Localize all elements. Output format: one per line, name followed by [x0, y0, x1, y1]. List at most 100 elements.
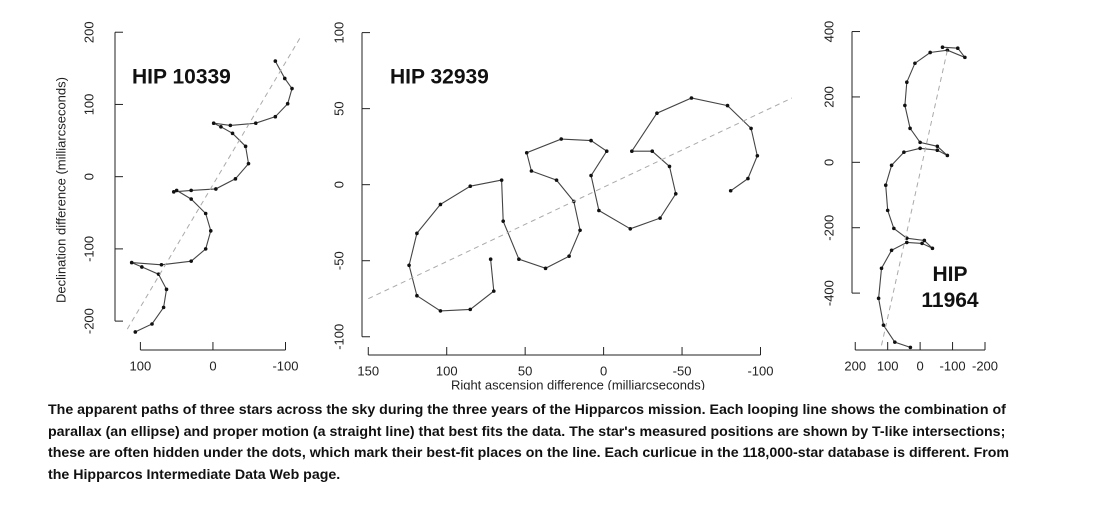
position-dot	[468, 307, 473, 312]
position-dot	[578, 228, 582, 233]
position-dot	[689, 96, 694, 100]
position-dot	[725, 103, 730, 108]
position-dot	[438, 202, 443, 207]
position-dot	[161, 305, 166, 310]
position-dot	[468, 184, 473, 188]
y-tick-label: 0	[331, 181, 346, 188]
position-dot	[150, 322, 154, 326]
position-dot	[945, 48, 950, 52]
proper-motion-line	[881, 50, 948, 346]
position-dot	[273, 114, 278, 119]
position-dot	[171, 190, 176, 194]
position-dot	[881, 323, 886, 327]
position-dot	[628, 226, 633, 231]
position-dot	[930, 246, 935, 251]
position-dot	[889, 163, 894, 168]
position-dot	[407, 263, 411, 268]
position-dot	[491, 289, 496, 293]
position-dot	[650, 149, 655, 154]
position-dot	[488, 257, 493, 261]
x-tick-label: 200	[844, 358, 866, 373]
position-dot	[963, 55, 967, 60]
position-dot	[935, 148, 940, 153]
position-dot	[655, 111, 659, 116]
position-dot	[922, 238, 927, 243]
position-dot	[174, 188, 179, 193]
position-dot	[517, 257, 521, 261]
position-dot	[230, 131, 235, 136]
position-dot	[129, 260, 134, 265]
position-dot	[905, 80, 909, 85]
y-tick-label: 200	[821, 86, 836, 108]
position-dot	[892, 226, 896, 231]
position-dot	[889, 248, 894, 253]
position-dot	[189, 259, 193, 263]
position-dot	[589, 173, 593, 178]
x-tick-label: 50	[518, 363, 532, 378]
position-dot	[918, 140, 922, 145]
y-tick-label: 200	[81, 21, 96, 43]
position-dot	[438, 309, 443, 313]
position-dot	[940, 45, 945, 50]
y-tick-label: 100	[81, 94, 96, 116]
position-dot	[285, 101, 290, 106]
position-dot	[918, 146, 922, 151]
position-dot	[501, 219, 505, 223]
y-tick-label: -50	[331, 251, 346, 270]
position-dot	[604, 149, 609, 154]
x-tick-label: 100	[877, 358, 899, 373]
y-tick-label: -100	[331, 324, 346, 350]
position-dot	[755, 153, 760, 158]
x-tick-label: 150	[357, 363, 379, 378]
position-dot	[559, 137, 564, 141]
x-tick-label: -100	[272, 358, 298, 373]
y-axis-label: Declination difference (milliarcseconds)	[53, 77, 68, 303]
position-dot	[133, 330, 138, 334]
x-tick-label: 0	[209, 358, 216, 373]
position-dot	[253, 121, 258, 126]
x-tick-label: -200	[972, 358, 998, 373]
x-axis-label: Right ascension difference (milliarcseco…	[451, 377, 705, 390]
position-dot	[203, 247, 208, 251]
position-dot	[905, 240, 909, 245]
position-dot	[246, 161, 251, 166]
position-dot	[883, 183, 888, 188]
position-dot	[902, 150, 906, 154]
position-dot	[543, 266, 548, 271]
position-dot	[908, 126, 912, 131]
star-path	[408, 97, 758, 312]
position-dot	[589, 138, 593, 143]
position-dot	[728, 188, 733, 193]
position-dot	[885, 208, 890, 213]
y-tick-label: 400	[821, 21, 836, 43]
x-tick-label: -50	[673, 363, 692, 378]
y-tick-label: 0	[821, 159, 836, 166]
position-dot	[945, 153, 950, 158]
x-tick-label: 100	[130, 358, 152, 373]
position-dot	[140, 265, 144, 269]
position-dot	[290, 86, 294, 91]
position-dot	[920, 241, 924, 246]
position-dot	[913, 61, 917, 66]
position-dot	[908, 345, 913, 350]
position-dot	[273, 59, 278, 63]
position-dot	[228, 123, 233, 128]
star-path	[131, 60, 293, 333]
position-dot	[749, 126, 753, 131]
position-dot	[203, 211, 208, 216]
position-dot	[243, 144, 248, 149]
position-dot	[746, 176, 750, 181]
y-tick-label: 100	[331, 22, 346, 44]
position-dot	[189, 197, 193, 201]
position-dot	[529, 169, 534, 173]
x-tick-label: -100	[940, 358, 966, 373]
position-dot	[667, 164, 672, 169]
position-dot	[282, 76, 287, 81]
y-tick-label: -200	[81, 308, 96, 334]
proper-motion-line	[126, 37, 301, 330]
x-tick-label: 0	[600, 363, 607, 378]
position-dot	[658, 216, 662, 220]
position-dot	[876, 296, 881, 301]
charts: Declination difference (milliarcseconds)…	[53, 21, 998, 390]
